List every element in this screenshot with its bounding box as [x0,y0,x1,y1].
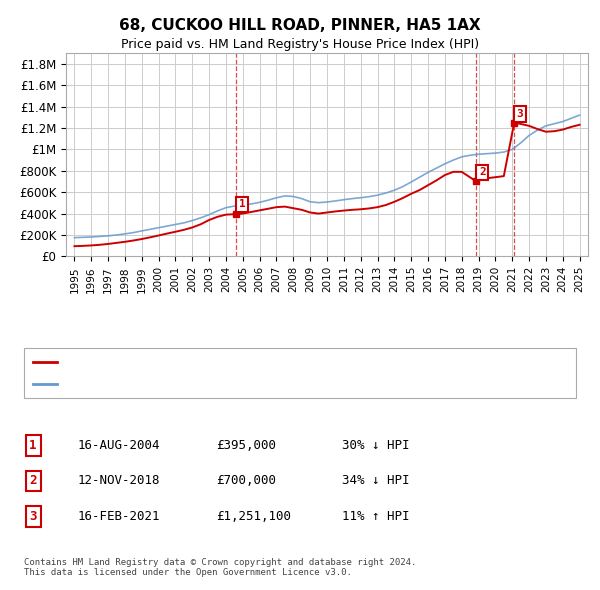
Text: 30% ↓ HPI: 30% ↓ HPI [342,439,409,452]
Text: 34% ↓ HPI: 34% ↓ HPI [342,474,409,487]
Text: 16-FEB-2021: 16-FEB-2021 [78,510,161,523]
Text: 3: 3 [29,510,37,523]
Text: Contains HM Land Registry data © Crown copyright and database right 2024.
This d: Contains HM Land Registry data © Crown c… [24,558,416,577]
Text: 1: 1 [239,199,245,209]
Text: 12-NOV-2018: 12-NOV-2018 [78,474,161,487]
Text: 11% ↑ HPI: 11% ↑ HPI [342,510,409,523]
Text: 2: 2 [479,168,485,178]
Text: Price paid vs. HM Land Registry's House Price Index (HPI): Price paid vs. HM Land Registry's House … [121,38,479,51]
Text: 2: 2 [29,474,37,487]
Text: 16-AUG-2004: 16-AUG-2004 [78,439,161,452]
Text: 68, CUCKOO HILL ROAD, PINNER, HA5 1AX: 68, CUCKOO HILL ROAD, PINNER, HA5 1AX [119,18,481,32]
Text: £700,000: £700,000 [216,474,276,487]
Text: 68, CUCKOO HILL ROAD, PINNER, HA5 1AX (detached house): 68, CUCKOO HILL ROAD, PINNER, HA5 1AX (d… [60,357,411,367]
Text: 3: 3 [517,109,524,119]
Text: £1,251,100: £1,251,100 [216,510,291,523]
Text: £395,000: £395,000 [216,439,276,452]
Text: HPI: Average price, detached house, Harrow: HPI: Average price, detached house, Harr… [60,379,333,389]
Text: 1: 1 [29,439,37,452]
